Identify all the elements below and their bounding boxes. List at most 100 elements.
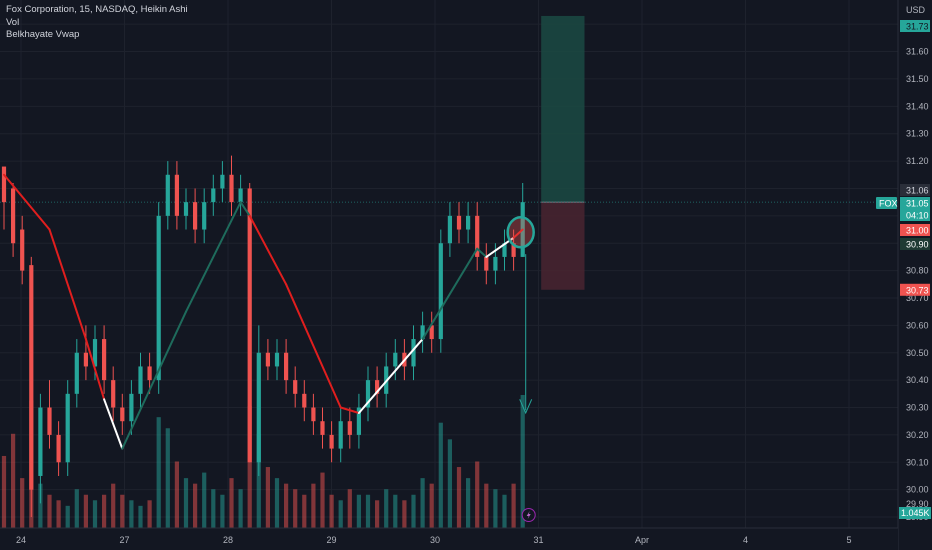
stop-zone (541, 202, 585, 290)
volume-bar (56, 500, 61, 528)
candle-body (211, 188, 216, 203)
volume-bar (411, 494, 416, 528)
candle-body (120, 407, 125, 422)
volume-bar (311, 483, 316, 528)
price-tick-label: 31.50 (906, 74, 929, 84)
candle-body (65, 393, 70, 463)
price-tag (900, 238, 930, 250)
candle-body (202, 202, 207, 230)
vwap-segment (84, 338, 106, 401)
price-tag-label: 30.90 (906, 240, 929, 250)
volume-bar (347, 489, 352, 528)
price-tick-label: 30.10 (906, 457, 929, 467)
volume-bar (493, 489, 498, 528)
price-tick-label: 30.30 (906, 403, 929, 413)
vwap-segment (285, 283, 342, 409)
target-zone (541, 15, 585, 203)
price-tick-label: 30.50 (906, 348, 929, 358)
candle-body (29, 265, 34, 490)
volume-bar (356, 494, 361, 528)
candle-body (320, 421, 325, 435)
candle-body (338, 421, 343, 449)
volume-bar (120, 494, 125, 528)
candle-body (56, 434, 61, 463)
candle-body (438, 243, 443, 340)
vwap-segment (476, 247, 488, 258)
candle-body (456, 215, 462, 230)
volume-bar (520, 395, 525, 528)
volume-bar (284, 483, 289, 528)
candle-body (256, 352, 261, 463)
volume-bar (147, 500, 152, 528)
candle-body (493, 256, 498, 271)
volume-axis-tick: 29.90 (906, 499, 929, 509)
volume-bar (466, 478, 471, 528)
candle-body (238, 188, 243, 203)
legend-title: Fox Corporation, 15, NASDAQ, Heikin Ashi (6, 4, 188, 15)
candle-body (420, 325, 425, 340)
volume-bar (365, 494, 371, 528)
volume-bar (456, 467, 462, 528)
candle-body (347, 421, 352, 435)
candle-body (475, 215, 480, 257)
candle-body (156, 215, 161, 381)
volume-bar (429, 483, 434, 528)
candle-body (375, 380, 380, 394)
volume-bar (11, 433, 16, 528)
candle-body (147, 366, 152, 381)
price-axis-bg (898, 0, 932, 550)
chart-legend: Fox Corporation, 15, NASDAQ, Heikin Ashi… (6, 4, 188, 42)
candle-body (484, 256, 489, 271)
highlight-circle (506, 216, 535, 249)
price-tag (900, 184, 930, 196)
volume-bar (138, 505, 143, 528)
price-tick-label: 30.80 (906, 266, 929, 276)
price-tick-label: 30.40 (906, 375, 929, 385)
volume-bar (183, 478, 189, 528)
price-tag (900, 197, 930, 209)
vwap-segment (239, 201, 251, 217)
price-tick-label: 30.70 (906, 293, 929, 303)
volume-bar (502, 494, 507, 528)
candle-body (111, 380, 116, 408)
candle-body (274, 352, 280, 367)
arrow-head (519, 399, 533, 415)
volume-bar (83, 494, 88, 528)
volume-bar (229, 478, 234, 528)
vwap-segment (48, 228, 87, 341)
volume-tag (899, 507, 931, 519)
vwap-segment (3, 173, 51, 231)
volume-bar (111, 483, 116, 528)
volume-bar (438, 422, 443, 528)
price-tag-label: 31.06 (906, 186, 929, 196)
volume-bar (202, 472, 207, 528)
volume-bar (393, 494, 398, 528)
time-axis-bg (0, 528, 898, 550)
price-tick-label: 30.00 (906, 485, 929, 495)
candle-body (447, 215, 452, 244)
volume-bar (74, 489, 79, 528)
candle-body (365, 380, 371, 408)
volume-bar (329, 494, 334, 528)
volume-bar (256, 433, 261, 528)
symbol-tag-label: FOX (879, 199, 898, 209)
volume-bar (375, 500, 380, 528)
candle-body (165, 174, 170, 216)
volume-bar (20, 478, 25, 528)
candle-body (393, 352, 398, 367)
candle-body (311, 407, 316, 422)
price-tick-label: 31.30 (906, 129, 929, 139)
price-tag (900, 224, 930, 236)
price-tag-label: 31.05 (906, 199, 929, 209)
time-tick-label: 30 (430, 535, 440, 545)
candle-body (429, 325, 434, 340)
volume-bar (265, 467, 270, 528)
price-tag-label: 31.73 (906, 22, 929, 32)
candle-body (411, 339, 416, 367)
vwap-segment (248, 214, 288, 286)
candle-body (220, 174, 225, 189)
lightning-glyph (526, 511, 531, 519)
volume-bar (92, 500, 98, 528)
volume-bar (511, 483, 516, 528)
